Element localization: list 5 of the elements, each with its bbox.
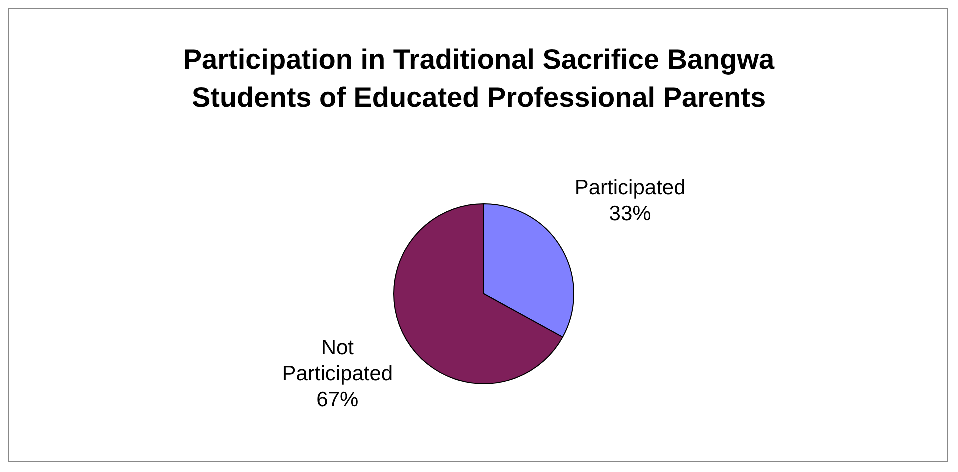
- slice-label: Not Participated: [282, 336, 394, 386]
- data-label: 33%: [609, 202, 652, 226]
- slice-label: Participated: [574, 176, 686, 200]
- data-label: 67%: [316, 388, 359, 412]
- chart-title: Participation in Traditional Sacrifice Bangwa Students of Educated Professional Parents: [182, 43, 776, 115]
